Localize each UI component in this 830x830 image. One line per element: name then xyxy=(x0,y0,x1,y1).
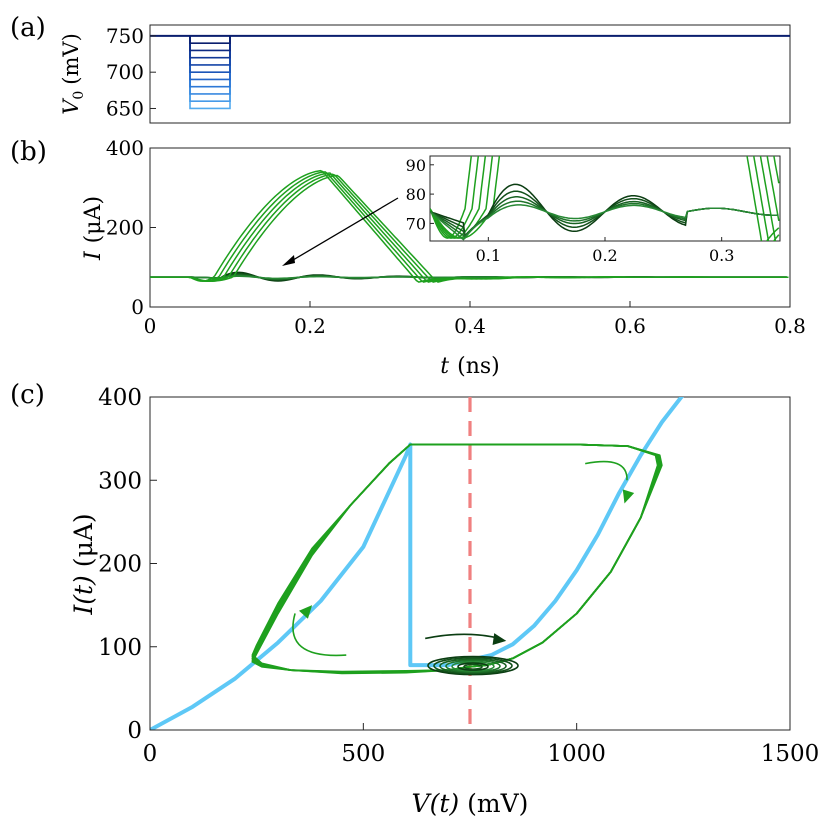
x-tick-label: 0.4 xyxy=(454,314,486,338)
panel-b-inset: 0.1 0.2 0.3 70 80 90 xyxy=(406,155,781,265)
panel-a-y-ticks: 650 700 750 xyxy=(106,24,156,120)
pulse-step-series xyxy=(189,35,231,44)
panel-c-series xyxy=(150,397,684,730)
panel-b-x-ticks: 0 0.2 0.4 0.6 0.8 xyxy=(144,301,806,338)
x-tick-label: 1000 xyxy=(547,741,606,767)
panel-a-label: (a) xyxy=(10,13,46,43)
panel-a-ylabel-sub: 0 xyxy=(71,91,87,100)
x-tick-label: 1500 xyxy=(761,741,820,767)
panel-c-label: (c) xyxy=(10,380,45,410)
spiking-series xyxy=(150,174,789,283)
svg-text:V0(mV): V0 (mV) xyxy=(59,33,87,115)
limit-cycle-series xyxy=(251,443,661,674)
spiral-series xyxy=(463,663,483,670)
y-tick-label: 300 xyxy=(98,468,142,494)
pulse-step-series xyxy=(189,35,231,59)
inset-x-tick-label: 0.3 xyxy=(709,246,734,265)
y-tick-label: 200 xyxy=(106,216,144,240)
y-tick-label: 400 xyxy=(98,385,142,411)
flow-arrowhead-top xyxy=(492,633,507,646)
flow-arrowhead-right xyxy=(622,489,635,504)
panel-a-steps xyxy=(189,35,231,110)
y-tick-label: 100 xyxy=(98,635,142,661)
x-tick-label: 0 xyxy=(144,314,157,338)
limit-cycle-series xyxy=(251,443,660,673)
y-tick-label: 650 xyxy=(106,96,144,120)
spiral-series xyxy=(427,655,519,676)
panel-b-y-ticks: 0 200 400 xyxy=(106,136,156,319)
panel-b-ylabel: I(μA) xyxy=(81,196,106,261)
spiral-series xyxy=(451,660,495,672)
flow-arrowhead-left xyxy=(298,605,313,619)
inset-y-tick-label: 70 xyxy=(406,214,426,233)
inset-series xyxy=(430,156,780,241)
y-tick-label: 400 xyxy=(106,136,144,160)
panel-b-annotation-arrow xyxy=(287,197,399,264)
y-tick-label: 0 xyxy=(127,718,142,744)
inset-spiking-series xyxy=(430,156,780,239)
x-tick-label: 500 xyxy=(341,741,385,767)
spiral-series xyxy=(433,657,513,675)
x-tick-label: 0.6 xyxy=(614,314,646,338)
panel-b-label: (b) xyxy=(10,137,47,167)
inset-y-ticks: 70 80 90 xyxy=(406,156,434,233)
pulse-step-series xyxy=(189,35,231,103)
flow-arrow-left xyxy=(292,613,347,657)
panel-c-x-ticks: 0 500 1000 1500 xyxy=(143,723,820,767)
limit-cycle-series xyxy=(251,443,659,673)
inset-subthreshold-series xyxy=(430,204,779,241)
spiral-series xyxy=(439,658,507,674)
panel-a: (a) 650 700 750 V0 (mV) xyxy=(10,13,791,124)
spiral-series xyxy=(457,662,489,671)
panel-b-series xyxy=(150,169,789,283)
panel-c-ylabel: I(t)(μA) xyxy=(69,513,98,615)
panel-a-ylabel-main: V xyxy=(59,98,83,115)
panel-a-ylabel-unit: (mV) xyxy=(59,33,83,84)
inset-y-tick-label: 90 xyxy=(406,156,426,175)
svg-text:I(t)(μA): I(t)(μA) xyxy=(69,513,98,615)
y-tick-label: 700 xyxy=(106,60,144,84)
inset-x-tick-label: 0.1 xyxy=(476,246,501,265)
panel-c-xlabel: V(t) (mV) xyxy=(412,789,529,818)
panel-b-xlabel: t (ns) xyxy=(440,354,499,379)
inset-y-tick-label: 80 xyxy=(406,185,426,204)
pulse-step-series xyxy=(189,35,231,73)
limit-cycle-series xyxy=(251,443,663,675)
inset-frame xyxy=(429,155,781,242)
y-tick-label: 200 xyxy=(98,552,142,578)
inset-x-tick-label: 0.2 xyxy=(592,246,617,265)
y-tick-label: 750 xyxy=(106,24,144,48)
x-tick-label: 0 xyxy=(143,741,158,767)
x-tick-label: 0.8 xyxy=(774,314,806,338)
flow-arrow-top xyxy=(425,633,501,640)
panel-a-frame xyxy=(149,24,791,124)
limit-cycle-series xyxy=(251,443,662,674)
y-tick-label: 0 xyxy=(131,295,144,319)
panel-a-ylabel: V0 (mV) xyxy=(59,33,87,115)
inset-x-ticks: 0.1 0.2 0.3 xyxy=(476,237,734,265)
panel-b-arrowhead xyxy=(282,255,295,266)
flow-arrow-right xyxy=(585,460,628,481)
panel-b: (b) 0 0.2 0.4 0.6 0.8 0 200 400 t (ns) I(μA) 0.… xyxy=(10,136,806,379)
spiral-series xyxy=(445,659,501,673)
svg-text:I(μA): I(μA) xyxy=(81,196,106,261)
panel-c-y-ticks: 0 100 200 300 400 xyxy=(98,385,157,744)
x-tick-label: 0.2 xyxy=(294,314,326,338)
